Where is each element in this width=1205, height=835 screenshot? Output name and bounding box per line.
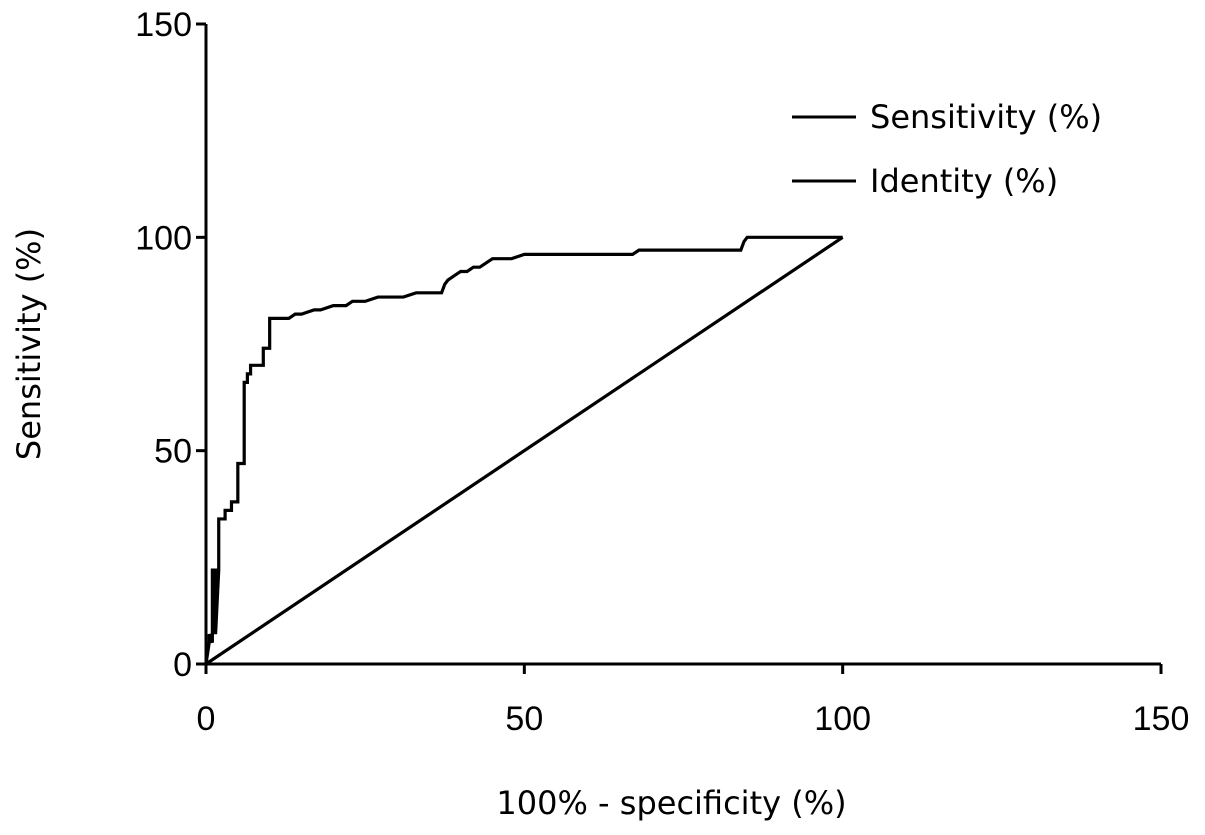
x-tick-label: 100 bbox=[814, 700, 871, 738]
x-tick-label: 0 bbox=[197, 700, 216, 738]
x-tick-label: 150 bbox=[1133, 700, 1190, 738]
legend-label-0: Sensitivity (%) bbox=[870, 98, 1102, 136]
y-tick-label: 50 bbox=[154, 433, 192, 471]
axes: 0 50 100 150 0 50 100 150 bbox=[135, 6, 1189, 738]
legend-label-1: Identity (%) bbox=[870, 162, 1058, 200]
x-tick-label: 50 bbox=[505, 700, 543, 738]
y-tick-label: 0 bbox=[173, 646, 192, 684]
roc-curve-line bbox=[204, 235, 843, 665]
y-axis-title: Sensitivity (%) bbox=[10, 228, 48, 460]
series-layer bbox=[204, 235, 844, 666]
y-tick-label: 100 bbox=[135, 219, 192, 257]
identity-line bbox=[205, 236, 844, 666]
legend: Sensitivity (%) Identity (%) bbox=[792, 98, 1102, 200]
y-tick-label: 150 bbox=[135, 6, 192, 44]
x-axis-title: 100% - specificity (%) bbox=[496, 784, 846, 822]
